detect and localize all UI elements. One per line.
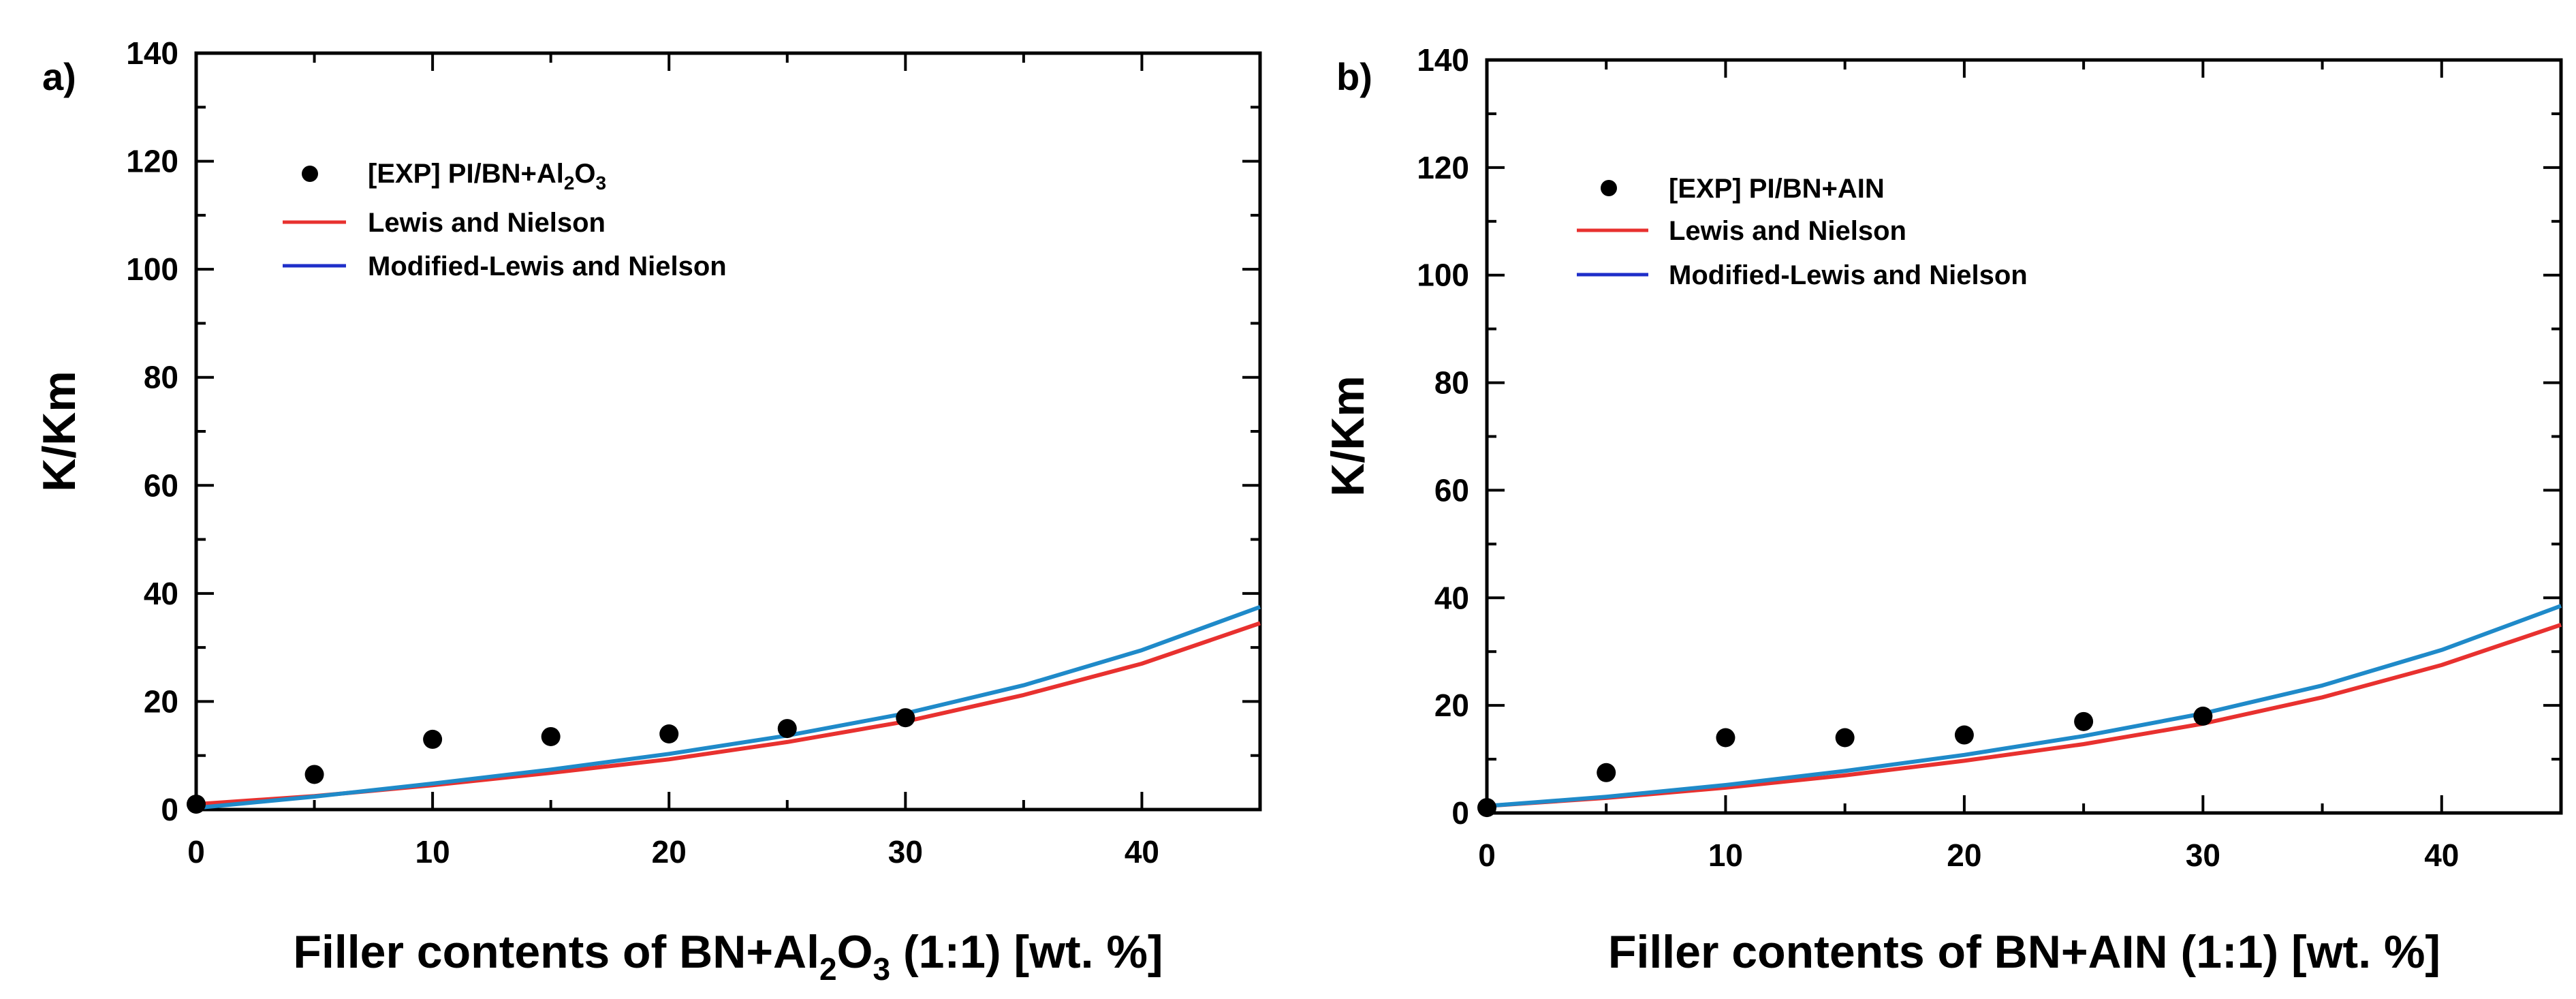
series-line-lewis-and-nielson [195, 621, 1261, 807]
y-tick-label-a: 80 [144, 360, 178, 395]
legend-b: [EXP] PI/BN+AIN Lewis and Nielson Modifi… [1577, 174, 2028, 290]
y-tick-label-b: 60 [1434, 472, 1469, 508]
legend-exp-marker-a [302, 166, 318, 182]
legend-exp-label-a: [EXP] PI/BN+Al2O3 [368, 159, 606, 194]
data-point-b [1716, 728, 1735, 748]
x-tick-label-b: 0 [1478, 837, 1496, 873]
legend-a: [EXP] PI/BN+Al2O3 Lewis and Nielson Modi… [283, 159, 727, 281]
data-point-a [659, 724, 679, 743]
chart-panel-a: a) 0 10 20 30 40 0 20 40 60 80 100 120 140 K/Km Fill… [33, 35, 1262, 987]
y-tick-label-a: 20 [144, 683, 178, 719]
data-point-a [187, 795, 206, 814]
y-tick-label-a: 140 [126, 35, 178, 71]
x-tick-label-a: 0 [187, 834, 205, 870]
series-line-modified-lewis-and-nielson [1486, 604, 2562, 808]
y-tick-label-b: 0 [1451, 795, 1469, 831]
y-tick-label-b: 100 [1417, 258, 1469, 293]
data-point-b [1597, 763, 1616, 782]
y-axis-title-b: K/Km [1322, 375, 1374, 497]
data-point-b [1477, 798, 1496, 818]
data-point-a [423, 729, 443, 749]
data-point-a [541, 726, 561, 746]
y-axis-title-a: K/Km [33, 371, 85, 492]
y-tick-label-a: 120 [126, 144, 178, 179]
chart-panel-b: b) 0 10 20 30 40 0 20 40 60 80 100 120 140 K/Km Fill… [1322, 42, 2563, 978]
series-line-modified-lewis-and-nielson [195, 604, 1261, 810]
y-tick-label-b: 120 [1417, 150, 1469, 185]
x-tick-label-a: 40 [1125, 834, 1159, 870]
x-axis-title-b: Filler contents of BN+AIN (1:1) [wt. %] [1608, 926, 2440, 978]
y-tick-label-b: 80 [1434, 365, 1469, 401]
data-point-b [1954, 725, 1974, 745]
plot-frame-a [194, 51, 1262, 812]
x-tick-label-b: 20 [1947, 837, 1981, 873]
y-tick-label-a: 0 [161, 792, 178, 827]
data-point-b [1835, 728, 1855, 748]
data-point-b [2193, 706, 2213, 726]
legend-red-label-a: Lewis and Nielson [368, 208, 606, 238]
x-tick-label-a: 30 [888, 834, 923, 870]
y-tick-label-a: 40 [144, 576, 178, 611]
data-point-a [777, 719, 797, 739]
legend-exp-marker-b [1601, 180, 1617, 196]
panel-label-b: b) [1336, 55, 1372, 98]
y-tick-label-b: 140 [1417, 42, 1469, 78]
y-tick-label-b: 20 [1434, 688, 1469, 723]
x-tick-label-b: 30 [2186, 837, 2220, 873]
plot-frame-b [1485, 58, 2563, 815]
legend-blue-label-b: Modified-Lewis and Nielson [1669, 260, 2028, 290]
series-line-lewis-and-nielson [1486, 622, 2562, 808]
panel-label-a: a) [42, 55, 76, 98]
x-tick-label-a: 20 [652, 834, 687, 870]
y-tick-label-a: 60 [144, 467, 178, 503]
y-tick-label-b: 40 [1434, 580, 1469, 615]
x-axis-title-a: Filler contents of BN+Al2O3 (1:1) [wt. %… [293, 926, 1163, 987]
data-point-a [304, 765, 324, 784]
x-tick-label-b: 10 [1708, 837, 1743, 873]
legend-red-label-b: Lewis and Nielson [1669, 216, 1906, 246]
x-tick-label-a: 10 [415, 834, 450, 870]
y-tick-label-a: 100 [126, 251, 178, 287]
legend-exp-label-b: [EXP] PI/BN+AIN [1669, 174, 1885, 204]
legend-blue-label-a: Modified-Lewis and Nielson [368, 251, 727, 281]
data-point-a [896, 708, 915, 728]
x-tick-label-b: 40 [2424, 837, 2459, 873]
data-point-b [2074, 711, 2094, 731]
